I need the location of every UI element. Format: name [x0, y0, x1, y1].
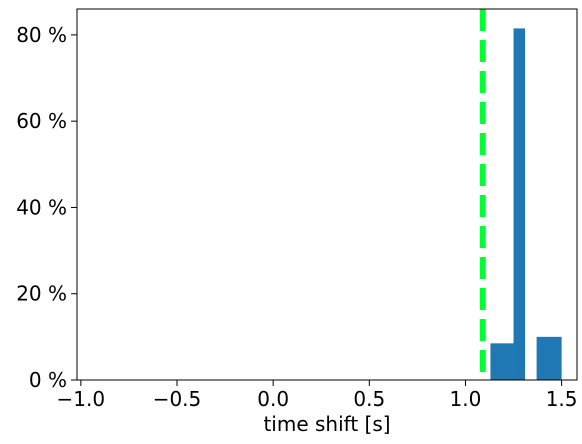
x-tick-label: −0.5 — [153, 387, 202, 411]
x-tick-label: 0.5 — [353, 387, 385, 411]
plot-frame — [76, 8, 578, 381]
x-tick-label: −1.0 — [57, 387, 106, 411]
histogram-bar-0 — [490, 343, 514, 380]
y-tick-label: 80 % — [16, 23, 67, 47]
x-tick-label: 0.0 — [257, 387, 289, 411]
x-axis: −1.0 −0.5 0.0 0.5 1.0 1.5 — [57, 380, 578, 411]
y-tick-label: 20 % — [16, 282, 67, 306]
y-axis: 0 % 20 % 40 % 60 % 80 % — [16, 23, 77, 392]
bars-group — [490, 28, 562, 381]
y-tick-label: 40 % — [16, 195, 67, 219]
y-tick-label: 0 % — [29, 368, 67, 392]
histogram-bar-1 — [513, 28, 526, 381]
x-axis-label: time shift [s] — [263, 412, 390, 436]
x-tick-label: 1.0 — [450, 387, 482, 411]
y-tick-label: 60 % — [16, 109, 67, 133]
histogram-bar-3 — [536, 336, 562, 380]
x-tick-label: 1.5 — [546, 387, 578, 411]
